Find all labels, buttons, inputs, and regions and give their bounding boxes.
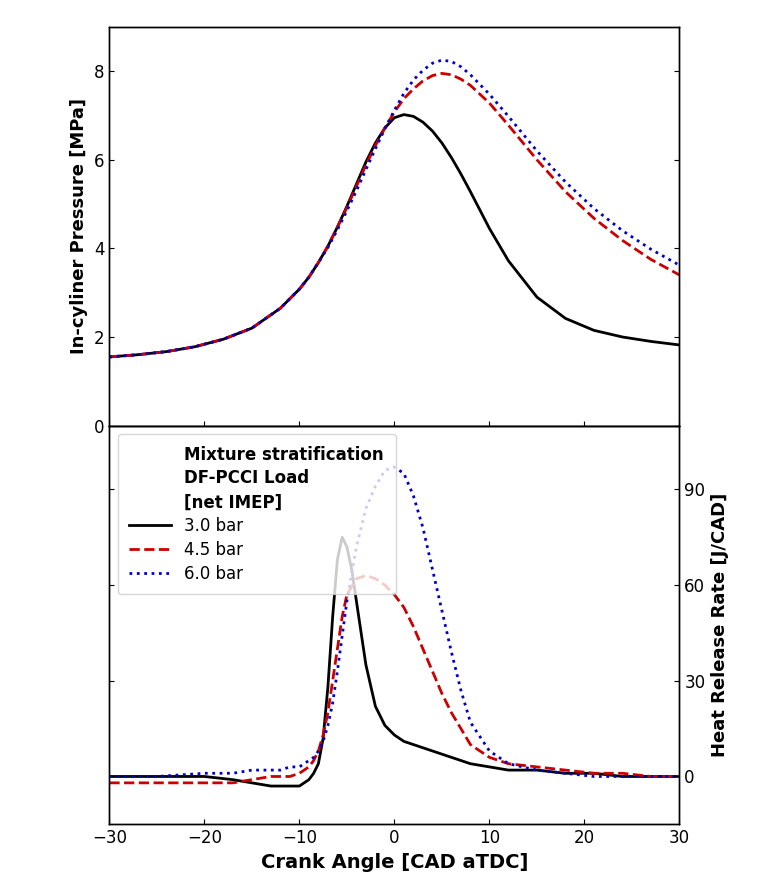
- Legend: Mixture stratification, DF-PCCI Load, [net IMEP], 3.0 bar, 4.5 bar, 6.0 bar: Mixture stratification, DF-PCCI Load, [n…: [118, 434, 396, 594]
- Y-axis label: In-cyliner Pressure [MPa]: In-cyliner Pressure [MPa]: [70, 99, 88, 354]
- X-axis label: Crank Angle [CAD aTDC]: Crank Angle [CAD aTDC]: [261, 853, 528, 872]
- Y-axis label: Heat Release Rate [J/CAD]: Heat Release Rate [J/CAD]: [711, 493, 729, 757]
